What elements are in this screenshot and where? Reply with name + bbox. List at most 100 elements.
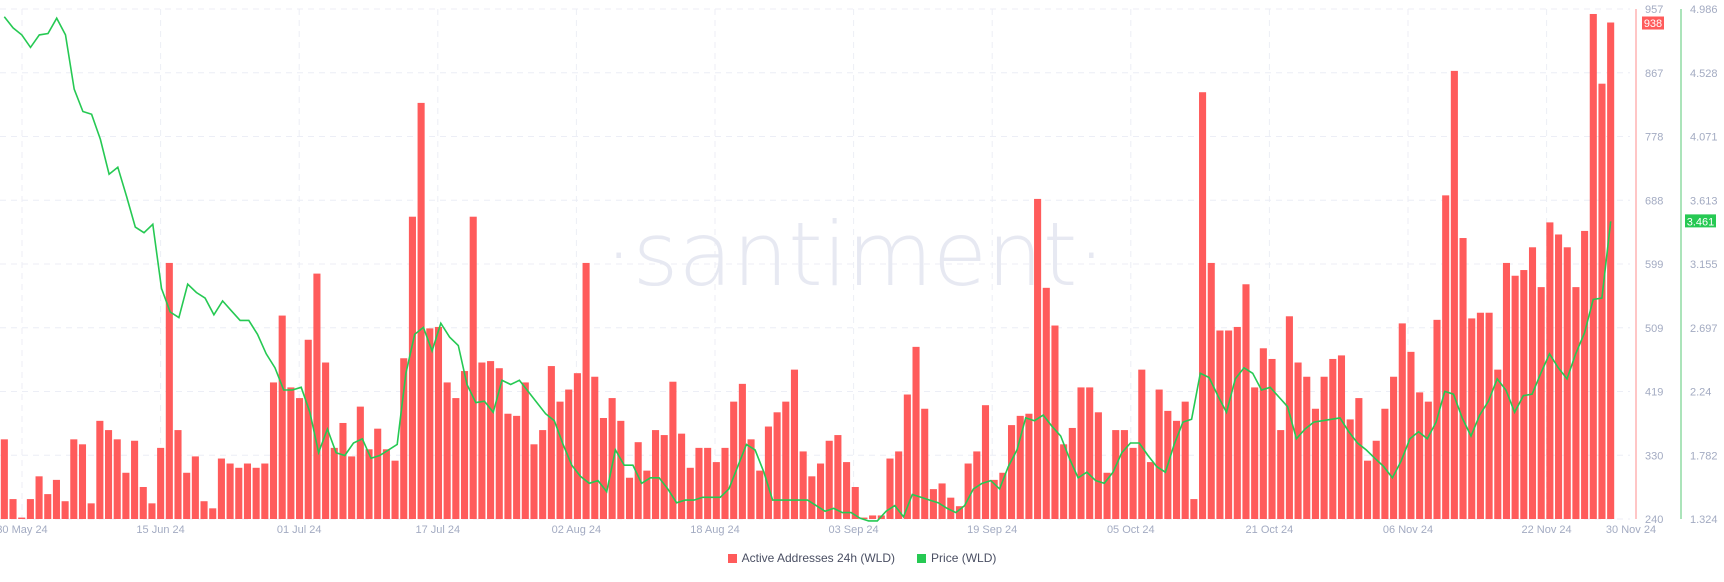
bar-active-addresses [1008,425,1016,519]
santiment-watermark: ·santiment· [605,203,1106,306]
bar-active-addresses [87,503,95,519]
bar-active-addresses [1094,412,1102,519]
bar-active-addresses [947,497,955,519]
bar-active-addresses [964,463,972,519]
bar-active-addresses [808,476,816,519]
bar-active-addresses [330,447,338,519]
bar-active-addresses [1086,387,1094,519]
bar-active-addresses [113,439,121,519]
bar-active-addresses [1563,247,1571,519]
x-axis-tick: 03 Sep 24 [829,524,879,536]
bar-active-addresses [1303,376,1311,519]
bar-active-addresses [1138,369,1146,519]
bar-active-addresses [243,463,252,519]
bar-active-addresses [374,428,382,519]
bar-active-addresses [730,401,738,519]
bar-active-addresses [417,102,425,520]
bar-active-addresses [990,479,998,519]
last-value-badge-addresses: 938 [1642,16,1664,30]
bar-active-addresses [860,517,868,519]
bar-active-addresses [1450,70,1458,519]
bar-active-addresses [452,398,460,519]
price-line [3,16,1612,522]
left-axis-tick: 419 [1645,387,1663,399]
bar-active-addresses [521,382,529,519]
bar-active-addresses [608,398,616,519]
bar-active-addresses [1355,398,1363,519]
bar-active-addresses [764,426,772,519]
bar-active-addresses [547,366,555,519]
active-addresses-bars [0,13,1615,520]
x-axis-tick: 05 Oct 24 [1107,524,1155,536]
bar-active-addresses [157,447,165,519]
left-axis-tick: 688 [1645,195,1663,207]
bar-active-addresses [843,462,851,519]
right-axis-tick: 4.986 [1690,4,1718,16]
bar-active-addresses [1277,430,1285,519]
x-axis-tick: 21 Oct 24 [1246,524,1294,536]
bar-active-addresses [322,362,330,519]
bar-active-addresses [1172,420,1181,519]
bar-active-addresses [478,362,486,519]
bar-active-addresses [1242,284,1250,519]
bar-active-addresses [921,408,929,519]
legend-item-price[interactable]: Price (WLD) [917,551,996,565]
x-axis-tick: 19 Sep 24 [967,524,1017,536]
bar-active-addresses [278,315,286,519]
bar-active-addresses [938,483,946,519]
bar-active-addresses [18,517,26,519]
left-axis-tick: 599 [1645,259,1663,271]
bar-active-addresses [391,460,399,519]
bar-active-addresses [1363,460,1372,519]
left-axis-tick: 509 [1645,323,1663,335]
bar-active-addresses [356,406,364,519]
x-axis-tick: 17 Jul 24 [415,524,460,536]
right-axis-tick: 3.613 [1690,195,1718,207]
left-axis-tick: 240 [1645,514,1663,526]
bar-active-addresses [1494,369,1502,519]
legend-item-active-addresses[interactable]: Active Addresses 24h (WLD) [727,551,895,565]
bar-active-addresses [78,444,87,519]
bar-active-addresses [686,467,694,519]
bar-active-addresses [1320,376,1328,519]
right-axis-tick: 2.24 [1690,387,1711,399]
bar-active-addresses [1528,247,1537,519]
bar-active-addresses [1555,234,1563,519]
right-axis-tick: 3.155 [1690,259,1718,271]
bar-active-addresses [96,420,104,519]
bar-active-addresses [981,405,990,519]
bar-active-addresses [44,494,52,519]
bar-active-addresses [1407,351,1415,519]
bar-active-addresses [1390,376,1398,519]
bar-active-addresses [816,463,825,519]
bar-active-addresses [191,456,199,519]
bar-active-addresses [61,501,69,519]
bar-active-addresses [834,435,842,519]
bar-active-addresses [652,430,660,519]
bar-active-addresses [487,361,495,519]
bar-active-addresses [70,439,78,519]
bar-active-addresses [712,462,720,519]
bar-active-addresses [148,503,156,519]
right-axis-tick: 4.528 [1690,68,1718,80]
bar-active-addresses [1199,92,1207,520]
bar-active-addresses [582,262,590,519]
bar-active-addresses [1372,440,1380,519]
bar-active-addresses [1285,316,1293,519]
bar-active-addresses [226,463,234,519]
bar-active-addresses [660,435,668,519]
bar-active-addresses [1103,472,1111,519]
bar-active-addresses [339,422,347,519]
right-axis-tick: 1.782 [1690,450,1718,462]
bar-active-addresses [599,417,607,519]
bar-active-addresses [131,440,139,519]
bar-active-addresses [782,401,790,519]
last-value-price: 3.461 [1687,216,1715,228]
bar-active-addresses [1589,13,1597,520]
bar-active-addresses [400,358,408,519]
bar-active-addresses [183,472,191,519]
bar-active-addresses [565,389,573,519]
bar-active-addresses [721,447,729,519]
bar-active-addresses [1546,222,1554,520]
bar-active-addresses [1077,387,1085,519]
